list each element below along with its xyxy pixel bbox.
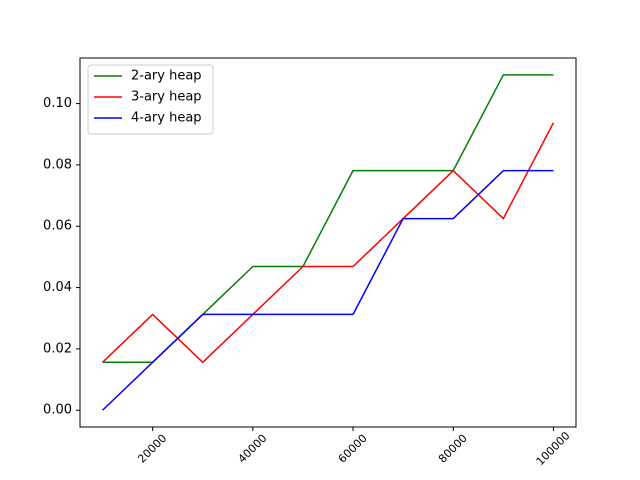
y-tick-label: 0.00	[43, 403, 72, 418]
legend: 2-ary heap 3-ary heap 4-ary heap	[87, 64, 214, 135]
y-tick-label: 0.04	[43, 280, 72, 295]
y-tick-label: 0.06	[43, 219, 72, 234]
legend-label: 2-ary heap	[131, 69, 202, 84]
legend-label: 4-ary heap	[131, 111, 202, 126]
axes-frame	[79, 57, 577, 428]
series-layer	[102, 74, 555, 411]
legend-frame	[87, 64, 214, 135]
y-tick-label: 0.02	[43, 341, 72, 356]
y-tick-label: 0.08	[43, 157, 72, 172]
y-axis: 0.00 0.02 0.04 0.06 0.08 0.10	[43, 96, 80, 418]
legend-label: 3-ary heap	[131, 90, 202, 105]
y-tick-label: 0.10	[43, 96, 72, 111]
series-line-4-ary-heap	[102, 169, 554, 411]
